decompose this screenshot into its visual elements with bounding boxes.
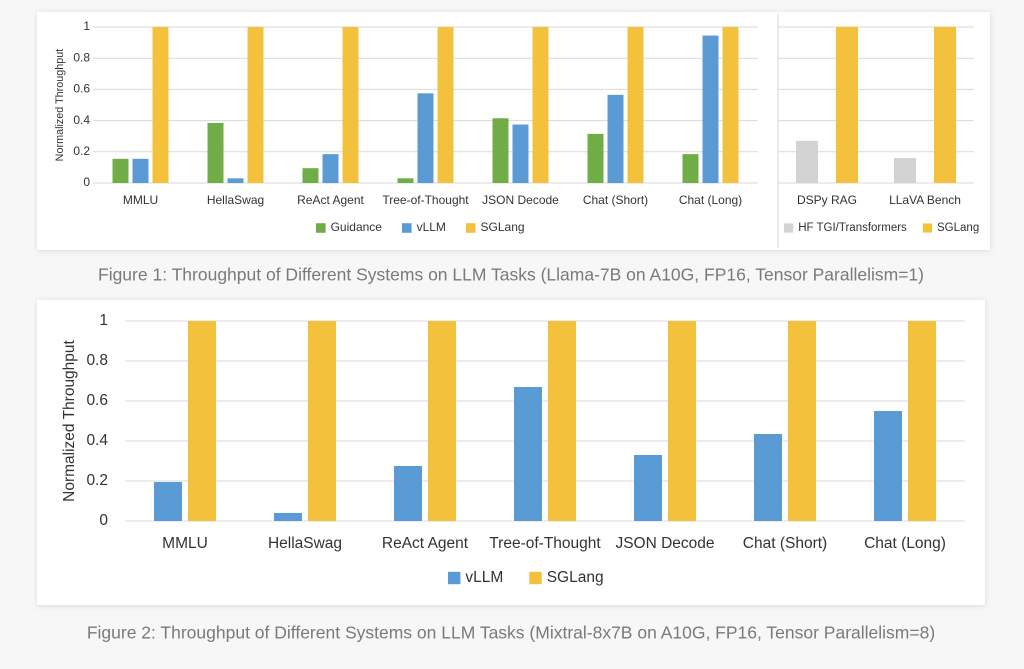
bar bbox=[152, 27, 169, 183]
bar bbox=[894, 158, 916, 183]
bar bbox=[274, 513, 302, 521]
y-tick-label: 1 bbox=[83, 19, 90, 33]
bar bbox=[836, 27, 858, 183]
y-tick-label: 0.6 bbox=[73, 82, 90, 96]
bar bbox=[112, 158, 129, 183]
bar bbox=[302, 168, 319, 183]
x-tick-label: DSPy RAG bbox=[797, 193, 857, 207]
bar bbox=[227, 178, 244, 183]
x-tick-label: JSON Decode bbox=[482, 193, 559, 207]
legend-label: SGLang bbox=[481, 220, 525, 234]
x-tick-label: Chat (Long) bbox=[864, 535, 946, 552]
legend-label: HF TGI/Transformers bbox=[798, 222, 907, 234]
bar bbox=[722, 27, 739, 183]
bar bbox=[492, 118, 509, 183]
y-axis-label: Normalized Throughput bbox=[61, 339, 78, 501]
x-tick-label: Tree-of-Thought bbox=[382, 193, 469, 207]
legend-swatch bbox=[529, 571, 542, 585]
bar bbox=[627, 27, 644, 183]
legend-label: SGLang bbox=[547, 569, 604, 586]
bar bbox=[532, 27, 549, 183]
bar bbox=[874, 411, 902, 521]
bar bbox=[154, 482, 182, 521]
bar bbox=[132, 158, 149, 183]
x-tick-label: Chat (Long) bbox=[679, 193, 742, 207]
bar bbox=[514, 387, 542, 521]
legend-label: vLLM bbox=[465, 569, 503, 586]
bar bbox=[607, 94, 624, 183]
y-tick-label: 0.4 bbox=[86, 432, 108, 449]
y-tick-label: 0.6 bbox=[86, 392, 108, 409]
legend-label: SGLang bbox=[937, 222, 979, 234]
bar bbox=[207, 122, 224, 183]
legend-swatch bbox=[316, 223, 326, 233]
bar bbox=[702, 35, 719, 183]
x-tick-label: Tree-of-Thought bbox=[489, 535, 601, 552]
y-axis-label: Normalized Throughput bbox=[54, 49, 66, 162]
x-tick-label: HellaSwag bbox=[207, 193, 264, 207]
caption: Figure 2: Throughput of Different System… bbox=[87, 623, 935, 643]
bar bbox=[634, 455, 662, 521]
legend-label: vLLM bbox=[417, 220, 446, 234]
legend-swatch bbox=[401, 223, 412, 233]
y-tick-label: 0.4 bbox=[73, 113, 90, 127]
legend-label: Guidance bbox=[331, 220, 383, 234]
bar bbox=[668, 321, 696, 521]
bar bbox=[587, 133, 604, 183]
bar bbox=[437, 27, 454, 183]
x-tick-label: ReAct Agent bbox=[297, 193, 364, 207]
bar bbox=[247, 27, 264, 183]
bar bbox=[342, 27, 359, 183]
bar bbox=[417, 93, 434, 183]
figure-panel bbox=[37, 300, 985, 605]
bar bbox=[308, 321, 336, 521]
x-tick-label: MMLU bbox=[162, 535, 208, 552]
bar bbox=[394, 466, 422, 521]
bar bbox=[548, 321, 576, 521]
caption: Figure 1: Throughput of Different System… bbox=[98, 265, 924, 285]
y-tick-label: 0.2 bbox=[86, 472, 108, 489]
x-tick-label: Chat (Short) bbox=[583, 193, 648, 207]
x-tick-label: MMLU bbox=[123, 193, 158, 207]
legend-swatch bbox=[448, 571, 461, 585]
bar bbox=[796, 140, 818, 183]
bar bbox=[428, 321, 456, 521]
bar bbox=[512, 124, 529, 183]
y-tick-label: 0.2 bbox=[73, 144, 90, 158]
bar bbox=[908, 321, 936, 521]
bar bbox=[397, 178, 414, 183]
bar bbox=[754, 434, 782, 521]
y-tick-label: 0.8 bbox=[73, 50, 90, 64]
bar bbox=[682, 154, 699, 183]
legend-swatch bbox=[784, 223, 794, 233]
bar bbox=[188, 321, 216, 521]
legend-swatch bbox=[465, 223, 476, 233]
bar bbox=[934, 27, 956, 183]
legend-swatch bbox=[922, 223, 933, 233]
y-tick-label: 0 bbox=[99, 512, 108, 529]
x-tick-label: HellaSwag bbox=[268, 535, 342, 552]
x-tick-label: LLaVA Bench bbox=[889, 193, 961, 207]
y-tick-label: 0.8 bbox=[86, 352, 108, 369]
y-tick-label: 0 bbox=[83, 175, 90, 189]
y-tick-label: 1 bbox=[99, 312, 108, 329]
bar bbox=[322, 154, 339, 183]
x-tick-label: ReAct Agent bbox=[382, 535, 469, 552]
bar bbox=[788, 321, 816, 521]
x-tick-label: Chat (Short) bbox=[743, 535, 827, 552]
x-tick-label: JSON Decode bbox=[615, 535, 714, 552]
